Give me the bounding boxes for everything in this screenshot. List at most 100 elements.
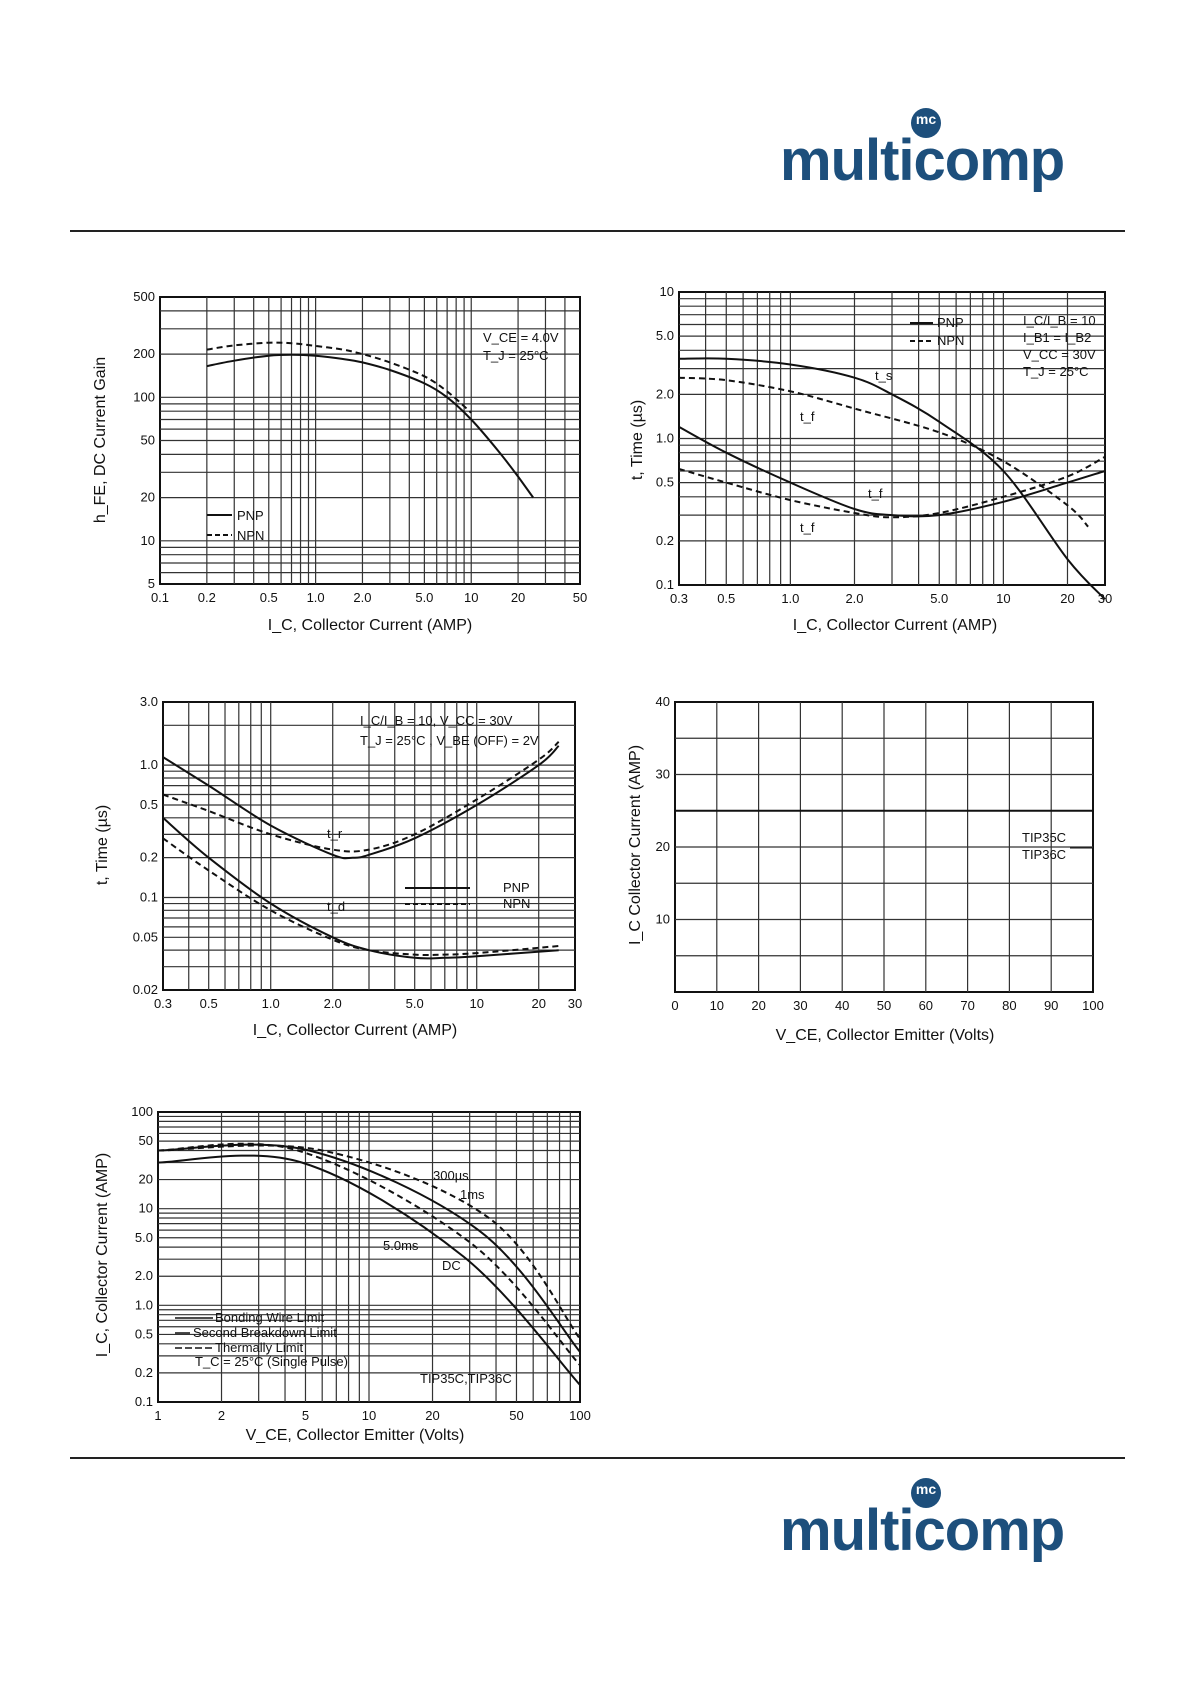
x-axis-label: V_CE, Collector Emitter (Volts) (246, 1427, 465, 1444)
legend-label: NPN (937, 333, 964, 348)
y-tick-label: 5 (148, 576, 155, 591)
y-tick-label: 20 (656, 839, 670, 854)
series-line (206, 341, 472, 414)
y-tick-label: 50 (139, 1133, 153, 1148)
brand-wordmark: multicomp (780, 128, 1065, 193)
x-tick-label: 1.0 (262, 996, 280, 1011)
legend-label: NPN (237, 528, 264, 543)
annotation: I_C/I_B = 10 (1023, 313, 1096, 328)
tick-labels: 0 10 20 30 40 50 60 70 80 90 100 10 20 30 40 (656, 694, 1104, 1013)
x-tick-label: 2 (218, 1408, 225, 1423)
grid (160, 297, 580, 584)
curve-label-tr: t_r (327, 826, 343, 841)
brand-wordmark: multicomp (780, 1498, 1065, 1563)
x-tick-label: 5.0 (930, 591, 948, 606)
y-tick-label: 0.2 (656, 533, 674, 548)
x-tick-label: 2.0 (845, 591, 863, 606)
y-tick-label: 5.0 (656, 328, 674, 343)
curves (157, 1142, 581, 1386)
x-tick-label: 30 (568, 996, 582, 1011)
series-line (157, 1143, 581, 1353)
curve-label-1ms: 1ms (460, 1187, 485, 1202)
x-tick-label: 20 (531, 996, 545, 1011)
x-tick-label: 0.2 (198, 590, 216, 605)
curve-label-5ms: 5.0ms (383, 1238, 419, 1253)
y-axis-label: I_C Collector Current (AMP) (627, 745, 644, 945)
y-tick-label: 1.0 (135, 1297, 153, 1312)
x-tick-label: 5.0 (415, 590, 433, 605)
curve-label-ts: t_s (875, 368, 893, 383)
y-tick-label: 1.0 (140, 757, 158, 772)
annotation: V_CE = 4.0V (483, 330, 559, 345)
y-tick-label: 20 (139, 1172, 153, 1187)
series-line (678, 357, 1106, 600)
x-tick-label: 0 (671, 998, 678, 1013)
y-axis-label: I_C, Collector Current (AMP) (94, 1153, 111, 1358)
x-tick-label: 20 (1060, 591, 1074, 606)
legend-label: Thermally Limit (215, 1340, 304, 1355)
x-axis-label: I_C, Collector Current (AMP) (268, 617, 473, 634)
x-tick-label: 2.0 (353, 590, 371, 605)
y-axis-label: t, Time (µs) (629, 400, 646, 480)
mc-badge-text: mc (915, 1481, 937, 1497)
tick-labels: 1 2 5 10 20 50 100 0.1 0.2 0.5 1.0 2.0 5.0 10 20 50 100 (131, 1104, 591, 1423)
x-axis-label: V_CE, Collector Emitter (Volts) (776, 1027, 995, 1044)
x-tick-label: 10 (710, 998, 724, 1013)
y-tick-label: 40 (656, 694, 670, 709)
y-tick-label: 0.5 (656, 475, 674, 490)
mc-badge-icon: mc (911, 108, 941, 138)
y-tick-label: 0.5 (140, 797, 158, 812)
grid (158, 1112, 580, 1402)
y-tick-label: 0.2 (140, 850, 158, 865)
series-line (162, 745, 560, 860)
x-tick-label: 0.5 (717, 591, 735, 606)
y-tick-label: 30 (656, 767, 670, 782)
x-tick-label: 1 (154, 1408, 161, 1423)
y-tick-label: 10 (139, 1201, 153, 1216)
x-tick-label: 100 (1082, 998, 1104, 1013)
brand-logo-header: mc multicomp (780, 108, 1110, 193)
y-tick-label: 2.0 (135, 1268, 153, 1283)
footer-divider (70, 1457, 1125, 1459)
x-tick-label: 10 (469, 996, 483, 1011)
y-tick-label: 5.0 (135, 1230, 153, 1245)
series-line (157, 1144, 581, 1340)
x-tick-label: 1.0 (307, 590, 325, 605)
curves (206, 341, 535, 499)
chart-reverse-bias-soa: 0 10 20 30 40 50 60 70 80 90 100 10 20 30 40 TIP35C TI… (627, 694, 1104, 1044)
y-tick-label: 10 (660, 284, 674, 299)
y-tick-label: 2.0 (656, 386, 674, 401)
x-tick-label: 20 (425, 1408, 439, 1423)
curves (162, 741, 560, 960)
curve-label-tf: t_f (800, 520, 815, 535)
x-axis-label: I_C, Collector Current (AMP) (253, 1022, 458, 1039)
brand-logo-footer: mc multicomp (780, 1478, 1110, 1563)
chart-hfe: 0.1 0.2 0.5 1.0 2.0 5.0 10 20 50 5 10 20 50 100 200 500… (92, 289, 587, 634)
series-line (157, 1154, 581, 1386)
y-tick-label: 0.1 (140, 889, 158, 904)
tick-labels: 0.1 0.2 0.5 1.0 2.0 5.0 10 20 50 5 10 20 50 100 200 500 (133, 289, 587, 605)
x-tick-label: 0.3 (670, 591, 688, 606)
y-tick-label: 100 (131, 1104, 153, 1119)
y-tick-label: 0.1 (656, 577, 674, 592)
y-tick-label: 0.2 (135, 1365, 153, 1380)
x-tick-label: 20 (751, 998, 765, 1013)
y-tick-label: 3.0 (140, 694, 158, 709)
annotation: T_J = 25°C (1023, 364, 1089, 379)
legend-label: PNP (503, 880, 530, 895)
y-tick-label: 100 (133, 389, 155, 404)
curves (678, 357, 1106, 600)
x-tick-label: 10 (362, 1408, 376, 1423)
x-tick-label: 0.3 (154, 996, 172, 1011)
curve-label-tf: t_f (800, 409, 815, 424)
series-line (678, 426, 1106, 518)
x-tick-label: 0.5 (200, 996, 218, 1011)
x-tick-label: 2.0 (324, 996, 342, 1011)
x-tick-label: 50 (573, 590, 587, 605)
tick-labels: 0.3 0.5 1.0 2.0 5.0 10 20 30 0.02 0.05 0.1 0.2 0.5 1.… (133, 694, 583, 1011)
series-line (206, 353, 535, 499)
y-tick-label: 50 (141, 433, 155, 448)
curve-label-tf: t_f (868, 486, 883, 501)
annotation: TIP35C (1022, 830, 1066, 845)
chart-switching-times: 0.3 0.5 1.0 2.0 5.0 10 20 300.10.20.51.02.05.01… (629, 284, 1112, 634)
